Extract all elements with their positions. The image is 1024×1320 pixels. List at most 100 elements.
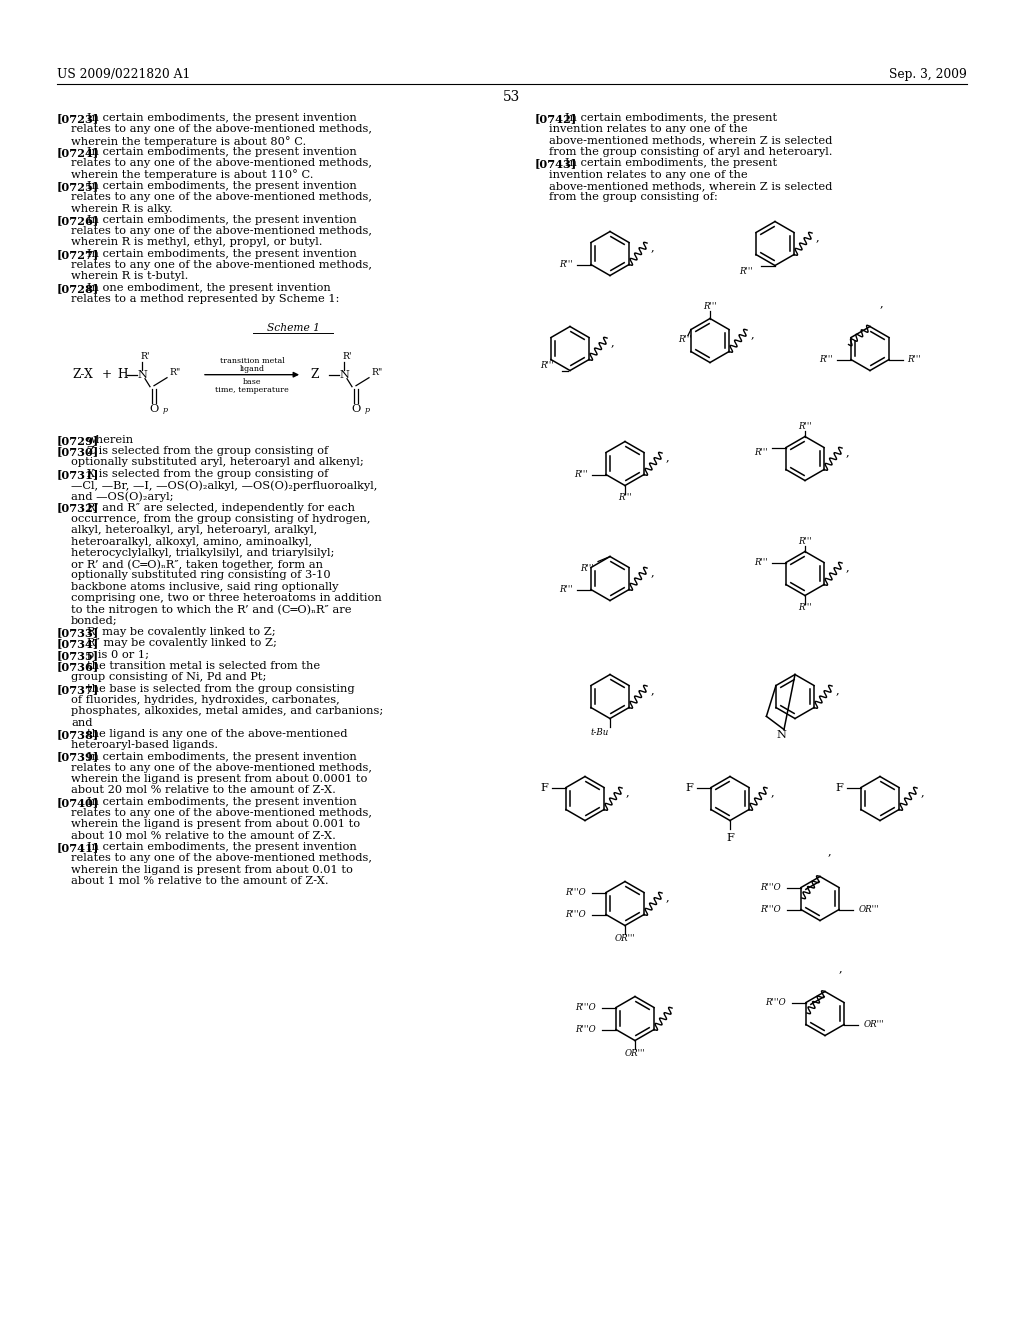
Text: wherein R is methyl, ethyl, propyl, or butyl.: wherein R is methyl, ethyl, propyl, or b… bbox=[71, 238, 323, 247]
Text: ,: , bbox=[651, 568, 654, 578]
Text: [0737]: [0737] bbox=[57, 684, 99, 694]
Text: Z-X: Z-X bbox=[72, 368, 93, 381]
Text: [0738]: [0738] bbox=[57, 729, 99, 741]
Text: O: O bbox=[150, 404, 159, 413]
Text: [0734]: [0734] bbox=[57, 639, 99, 649]
Text: relates to any one of the above-mentioned methods,: relates to any one of the above-mentione… bbox=[71, 193, 372, 202]
Text: comprising one, two or three heteroatoms in addition: comprising one, two or three heteroatoms… bbox=[71, 593, 382, 603]
Text: ,: , bbox=[666, 892, 670, 903]
Text: the base is selected from the group consisting: the base is selected from the group cons… bbox=[87, 684, 354, 693]
Text: wherein the temperature is about 110° C.: wherein the temperature is about 110° C. bbox=[71, 169, 313, 181]
Text: R’ and R″ are selected, independently for each: R’ and R″ are selected, independently fo… bbox=[87, 503, 354, 512]
Text: relates to a method represented by Scheme 1:: relates to a method represented by Schem… bbox=[71, 294, 339, 304]
Text: In certain embodiments, the present invention: In certain embodiments, the present inve… bbox=[87, 147, 356, 157]
Text: R''': R''' bbox=[798, 537, 812, 546]
Text: relates to any one of the above-mentioned methods,: relates to any one of the above-mentione… bbox=[71, 808, 372, 818]
Text: group consisting of Ni, Pd and Pt;: group consisting of Ni, Pd and Pt; bbox=[71, 672, 266, 682]
Text: [0724]: [0724] bbox=[57, 147, 99, 158]
Text: R'''O: R'''O bbox=[765, 998, 786, 1007]
Text: N: N bbox=[339, 370, 349, 380]
Text: wherein R is t-butyl.: wherein R is t-butyl. bbox=[71, 272, 188, 281]
Text: R''': R''' bbox=[907, 355, 921, 364]
Text: R": R" bbox=[371, 368, 382, 378]
Text: R'''O: R'''O bbox=[760, 906, 781, 913]
Text: OR''': OR''' bbox=[614, 935, 635, 942]
Text: In certain embodiments, the present: In certain embodiments, the present bbox=[564, 114, 777, 123]
Text: 53: 53 bbox=[504, 90, 520, 104]
Text: ,: , bbox=[846, 562, 850, 573]
Text: ligand: ligand bbox=[240, 364, 264, 372]
Text: US 2009/0221820 A1: US 2009/0221820 A1 bbox=[57, 69, 190, 81]
Text: ,: , bbox=[839, 964, 843, 974]
Text: relates to any one of the above-mentioned methods,: relates to any one of the above-mentione… bbox=[71, 158, 372, 168]
Text: OR''': OR''' bbox=[864, 1020, 885, 1030]
Text: Scheme 1: Scheme 1 bbox=[266, 323, 319, 334]
Text: R''': R''' bbox=[559, 260, 573, 269]
Text: ,: , bbox=[626, 788, 630, 797]
Text: ,: , bbox=[651, 243, 654, 252]
Text: R''': R''' bbox=[559, 585, 573, 594]
Text: [0735]: [0735] bbox=[57, 649, 99, 661]
Text: ,: , bbox=[828, 846, 831, 857]
Text: and: and bbox=[71, 718, 92, 727]
Text: F: F bbox=[540, 783, 548, 792]
Text: heteroaryl-based ligands.: heteroaryl-based ligands. bbox=[71, 741, 218, 750]
Text: bonded;: bonded; bbox=[71, 615, 118, 626]
Text: R': R' bbox=[140, 352, 150, 362]
Text: ,: , bbox=[846, 447, 850, 458]
Text: In certain embodiments, the present: In certain embodiments, the present bbox=[564, 158, 777, 168]
Text: R': R' bbox=[342, 352, 351, 362]
Text: In certain embodiments, the present invention: In certain embodiments, the present inve… bbox=[87, 751, 356, 762]
Text: wherein the ligand is present from about 0.01 to: wherein the ligand is present from about… bbox=[71, 865, 353, 875]
Text: F: F bbox=[685, 783, 693, 792]
Text: [0726]: [0726] bbox=[57, 215, 99, 226]
Text: R": R" bbox=[169, 368, 180, 378]
Text: backbone atoms inclusive, said ring optionally: backbone atoms inclusive, said ring opti… bbox=[71, 582, 339, 591]
Text: R''': R''' bbox=[755, 558, 768, 568]
Text: [0733]: [0733] bbox=[57, 627, 99, 638]
Text: relates to any one of the above-mentioned methods,: relates to any one of the above-mentione… bbox=[71, 260, 372, 271]
Text: [0736]: [0736] bbox=[57, 661, 99, 672]
Text: ,: , bbox=[666, 453, 670, 462]
Text: heterocyclylalkyl, trialkylsilyl, and triarylsilyl;: heterocyclylalkyl, trialkylsilyl, and tr… bbox=[71, 548, 335, 558]
Text: relates to any one of the above-mentioned methods,: relates to any one of the above-mentione… bbox=[71, 124, 372, 135]
Text: F: F bbox=[836, 783, 843, 792]
Text: In certain embodiments, the present invention: In certain embodiments, the present inve… bbox=[87, 248, 356, 259]
Text: relates to any one of the above-mentioned methods,: relates to any one of the above-mentione… bbox=[71, 226, 372, 236]
Text: [0732]: [0732] bbox=[57, 503, 99, 513]
Text: above-mentioned methods, wherein Z is selected: above-mentioned methods, wherein Z is se… bbox=[549, 181, 833, 191]
Text: [0728]: [0728] bbox=[57, 282, 99, 294]
Text: ,: , bbox=[751, 330, 755, 339]
Text: base: base bbox=[243, 378, 261, 385]
Text: R″ may be covalently linked to Z;: R″ may be covalently linked to Z; bbox=[87, 639, 276, 648]
Text: ,: , bbox=[611, 338, 614, 347]
Text: N: N bbox=[776, 730, 786, 739]
Text: Sep. 3, 2009: Sep. 3, 2009 bbox=[889, 69, 967, 81]
Text: about 20 mol % relative to the amount of Z-X.: about 20 mol % relative to the amount of… bbox=[71, 785, 336, 796]
Text: In certain embodiments, the present invention: In certain embodiments, the present inve… bbox=[87, 114, 356, 123]
Text: ,: , bbox=[816, 232, 819, 243]
Text: ,: , bbox=[921, 788, 925, 797]
Text: R'''O: R'''O bbox=[565, 888, 586, 898]
Text: R''': R''' bbox=[739, 267, 753, 276]
Text: the ligand is any one of the above-mentioned: the ligand is any one of the above-menti… bbox=[87, 729, 347, 739]
Text: [0741]: [0741] bbox=[57, 842, 99, 853]
Text: p: p bbox=[365, 405, 370, 413]
Text: Z: Z bbox=[310, 368, 318, 381]
Text: relates to any one of the above-mentioned methods,: relates to any one of the above-mentione… bbox=[71, 854, 372, 863]
Text: In certain embodiments, the present invention: In certain embodiments, the present inve… bbox=[87, 215, 356, 224]
Text: from the group consisting of aryl and heteroaryl.: from the group consisting of aryl and he… bbox=[549, 147, 833, 157]
Text: phosphates, alkoxides, metal amides, and carbanions;: phosphates, alkoxides, metal amides, and… bbox=[71, 706, 383, 717]
Text: t-Bu: t-Bu bbox=[591, 729, 609, 737]
Text: optionally substituted aryl, heteroaryl and alkenyl;: optionally substituted aryl, heteroaryl … bbox=[71, 457, 364, 467]
Text: heteroaralkyl, alkoxyl, amino, aminoalkyl,: heteroaralkyl, alkoxyl, amino, aminoalky… bbox=[71, 536, 312, 546]
Text: ,: , bbox=[651, 685, 654, 696]
Text: about 1 mol % relative to the amount of Z-X.: about 1 mol % relative to the amount of … bbox=[71, 876, 329, 886]
Text: alkyl, heteroalkyl, aryl, heteroaryl, aralkyl,: alkyl, heteroalkyl, aryl, heteroaryl, ar… bbox=[71, 525, 317, 535]
Text: R''': R''' bbox=[819, 355, 833, 364]
Text: R''': R''' bbox=[618, 494, 632, 502]
Text: [0740]: [0740] bbox=[57, 797, 99, 808]
Text: p: p bbox=[163, 405, 168, 413]
Text: F: F bbox=[726, 833, 734, 842]
Text: R'''O: R'''O bbox=[575, 1026, 596, 1034]
